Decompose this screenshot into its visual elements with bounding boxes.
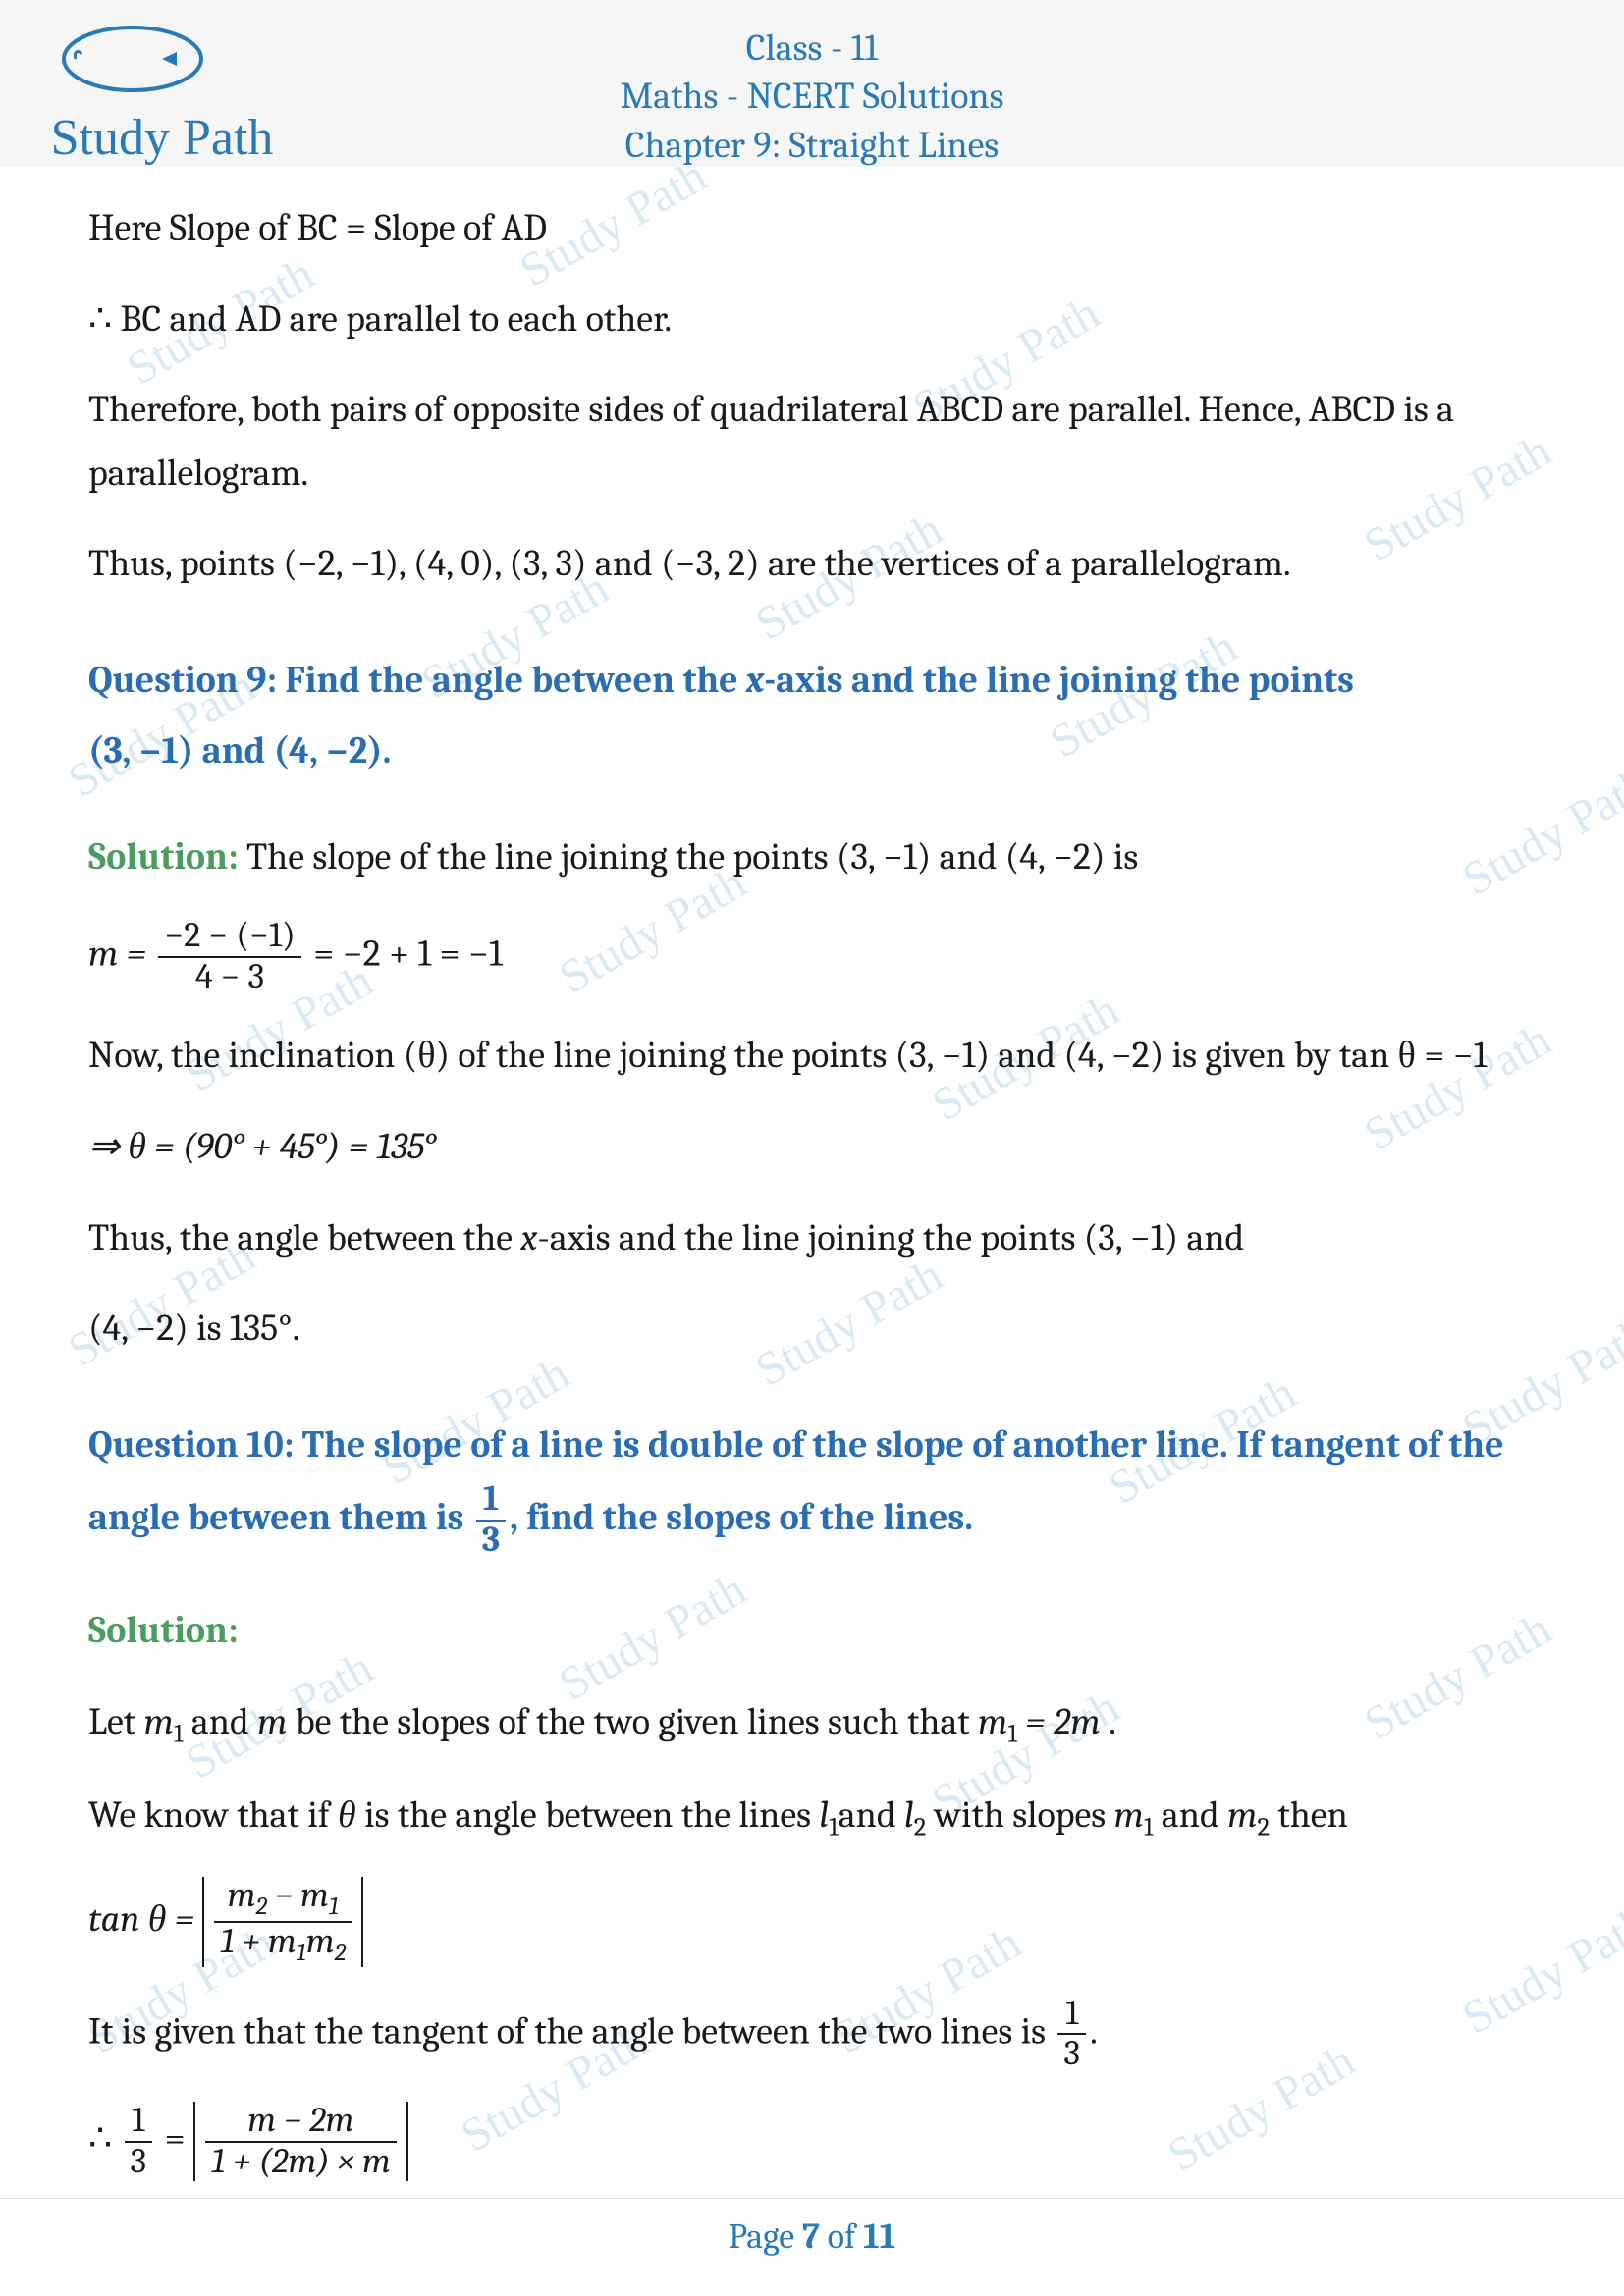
- t: 1: [297, 1939, 306, 1967]
- denominator: 3: [125, 2143, 153, 2182]
- solution-10-label: Solution:: [88, 1599, 1536, 1663]
- paragraph: Let m1 and m be the slopes of the two gi…: [88, 1690, 1536, 1756]
- equation: ⇒ θ = (90° + 45°) = 135°: [88, 1115, 1536, 1179]
- fraction: m2 − m1 1 + m1m2: [214, 1877, 352, 1967]
- text: and: [184, 1700, 258, 1743]
- var: m: [144, 1700, 174, 1743]
- text: is the angle between the lines: [356, 1793, 820, 1837]
- text: -axis and the line joining the points (3…: [537, 1216, 1244, 1259]
- subscript: 1: [174, 1719, 184, 1749]
- var: θ: [338, 1793, 356, 1837]
- paragraph: Thus, the angle between the x-axis and t…: [88, 1206, 1536, 1270]
- text: Let: [88, 1700, 144, 1743]
- t: 2: [256, 1893, 268, 1921]
- subscript: 2: [914, 1811, 927, 1842]
- text: be the slopes of the two given lines suc…: [288, 1700, 979, 1743]
- denominator: 1 + m1m2: [214, 1923, 352, 1967]
- eq-lhs: tan θ =: [88, 1896, 202, 1940]
- paragraph: Therefore, both pairs of opposite sides …: [88, 378, 1536, 505]
- numerator: −2 − (−1): [158, 917, 301, 958]
- equals: =: [165, 2116, 193, 2160]
- question-text: Question 9: Find the angle between the: [88, 659, 746, 702]
- var: l: [819, 1793, 829, 1837]
- fraction: −2 − (−1) 4 − 3: [158, 917, 301, 996]
- solution-label: Solution:: [88, 1609, 239, 1652]
- text: = 2m: [1017, 1700, 1101, 1743]
- solution-label: Solution:: [88, 835, 239, 879]
- text: with slopes: [926, 1793, 1113, 1837]
- variable-x: x: [746, 659, 764, 702]
- denominator: 3: [476, 1522, 506, 1561]
- logo-text: Study Path: [44, 109, 280, 167]
- numerator: 1: [1057, 1995, 1086, 2036]
- page-content: Here Slope of BC = Slope of AD ∴ BC and …: [0, 167, 1624, 2181]
- var: m: [1227, 1793, 1257, 1837]
- text: and: [839, 1793, 904, 1837]
- solution-9-intro: Solution: The slope of the line joining …: [88, 826, 1536, 889]
- page-header: Study Path Class - 11 Maths - NCERT Solu…: [0, 0, 1624, 167]
- footer-text: Page 7 of 11: [729, 2216, 895, 2257]
- variable-x: x: [520, 1216, 537, 1259]
- numerator: m2 − m1: [214, 1877, 352, 1923]
- text: and: [1154, 1793, 1228, 1837]
- numerator: m − 2m: [205, 2102, 397, 2143]
- logo: Study Path: [44, 25, 280, 167]
- eq-rhs: = −2 + 1 = −1: [313, 933, 503, 976]
- question-10: Question 10: The slope of a line is doub…: [88, 1410, 1536, 1561]
- subscript: 1: [1144, 1811, 1154, 1842]
- subscript: 2: [1257, 1811, 1270, 1842]
- numerator: 1: [125, 2102, 153, 2143]
- text: .: [1101, 1700, 1116, 1743]
- denominator: 4 − 3: [158, 958, 301, 997]
- var: m: [1113, 1793, 1143, 1837]
- fraction: 13: [476, 1480, 506, 1560]
- fraction: 1 3: [125, 2102, 153, 2181]
- equation: m = −2 − (−1) 4 − 3 = −2 + 1 = −1: [88, 917, 1536, 996]
- question-text: (3, −1) and (4, −2).: [88, 729, 391, 773]
- text: We know that if: [88, 1793, 338, 1837]
- subscript: 1: [829, 1811, 839, 1842]
- denominator: 3: [1057, 2035, 1086, 2074]
- absolute-value: m − 2m 1 + (2m) × m: [193, 2102, 408, 2181]
- text: Thus, the angle between the: [88, 1216, 520, 1259]
- page-label: Page: [729, 2216, 802, 2257]
- t: 2: [335, 1939, 347, 1967]
- fraction: 13: [1057, 1995, 1086, 2074]
- page-footer: Page 7 of 11: [0, 2198, 1624, 2257]
- denominator: 1 + (2m) × m: [205, 2143, 397, 2182]
- paragraph: ∴ BC and AD are parallel to each other.: [88, 288, 1536, 351]
- page-total: 11: [863, 2216, 895, 2257]
- absolute-value: m2 − m1 1 + m1m2: [202, 1877, 363, 1967]
- text: then: [1270, 1793, 1348, 1837]
- therefore: ∴: [88, 2116, 121, 2160]
- page-number: 7: [802, 2216, 820, 2257]
- var: l: [904, 1793, 914, 1837]
- paragraph: We know that if θ is the angle between t…: [88, 1784, 1536, 1849]
- paragraph: Thus, points (−2, −1), (4, 0), (3, 3) an…: [88, 532, 1536, 596]
- numerator: 1: [476, 1480, 506, 1522]
- t: 1 + m: [220, 1922, 296, 1962]
- question-text: , find the slopes of the lines.: [510, 1496, 973, 1539]
- solution-text: The slope of the line joining the points…: [239, 835, 1139, 879]
- var: m: [978, 1700, 1007, 1743]
- fraction: m − 2m 1 + (2m) × m: [205, 2102, 397, 2181]
- equation: tan θ = m2 − m1 1 + m1m2: [88, 1877, 1536, 1967]
- text: It is given that the tangent of the angl…: [88, 2009, 1054, 2053]
- t: m: [228, 1876, 256, 1916]
- question-text: -axis and the line joining the points: [764, 659, 1354, 702]
- t: m: [306, 1922, 335, 1962]
- paragraph: Here Slope of BC = Slope of AD: [88, 196, 1536, 260]
- text: .: [1090, 2009, 1098, 2053]
- var: m: [257, 1700, 287, 1743]
- page-of: of: [820, 2216, 863, 2257]
- paragraph: (4, −2) is 135°.: [88, 1297, 1536, 1361]
- paragraph: Now, the inclination (θ) of the line joi…: [88, 1024, 1536, 1088]
- paragraph: It is given that the tangent of the angl…: [88, 1995, 1536, 2074]
- equation: ∴ 1 3 = m − 2m 1 + (2m) × m: [88, 2102, 1536, 2181]
- t: 1: [329, 1893, 339, 1921]
- t: − m: [267, 1876, 329, 1916]
- eq-lhs: m =: [88, 933, 154, 976]
- subscript: 1: [1007, 1719, 1017, 1749]
- question-9: Question 9: Find the angle between the x…: [88, 645, 1536, 786]
